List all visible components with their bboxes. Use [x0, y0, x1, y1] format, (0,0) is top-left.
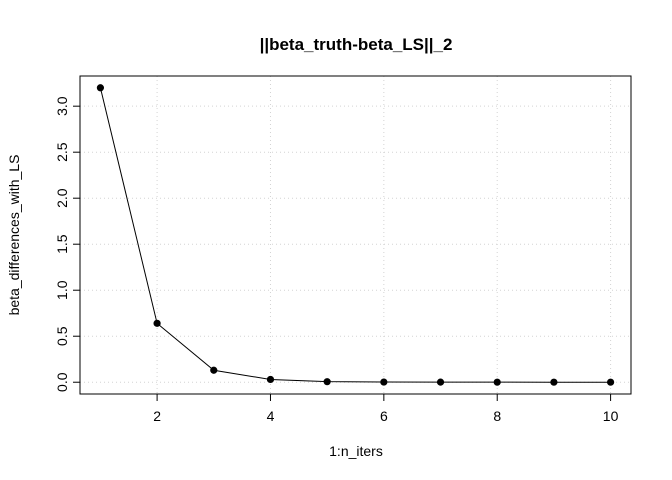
x-axis-ticks: 2 4 6 8 10: [153, 394, 619, 424]
y-axis-ticks: 0.0 0.5 1.0 1.5 2.0 2.5 3.0: [54, 96, 80, 392]
data-point: [606, 378, 615, 386]
data-point: [380, 378, 388, 386]
x-tick-label: 10: [603, 408, 619, 424]
x-tick-label: 2: [153, 408, 161, 424]
data-point: [436, 378, 445, 386]
y-tick-label: 0.0: [54, 372, 70, 392]
grid-lines: [80, 76, 631, 394]
data-point: [323, 378, 331, 386]
x-tick-label: 6: [380, 408, 388, 424]
x-axis-label: 1:n_iters: [329, 443, 383, 459]
y-tick-label: 1.0: [54, 280, 70, 300]
data-point: [266, 375, 275, 384]
x-tick-label: 4: [267, 408, 275, 424]
chart-title: ||beta_truth-beta_LS||_2: [260, 35, 453, 54]
data-point: [493, 378, 501, 386]
y-tick-label: 0.5: [54, 326, 70, 346]
data-series: [96, 84, 615, 386]
y-axis-label: beta_differences_with_LS: [6, 155, 22, 316]
data-point: [210, 366, 218, 374]
y-tick-label: 2.0: [54, 188, 70, 208]
plot-frame: [79, 75, 632, 395]
y-tick-label: 3.0: [54, 96, 70, 116]
y-tick-label: 2.5: [54, 142, 70, 162]
series-line: [99, 87, 611, 383]
x-tick-label: 8: [493, 408, 501, 424]
data-point: [153, 319, 161, 327]
data-point: [550, 378, 558, 386]
y-tick-label: 1.5: [54, 234, 70, 254]
data-point: [96, 84, 105, 92]
